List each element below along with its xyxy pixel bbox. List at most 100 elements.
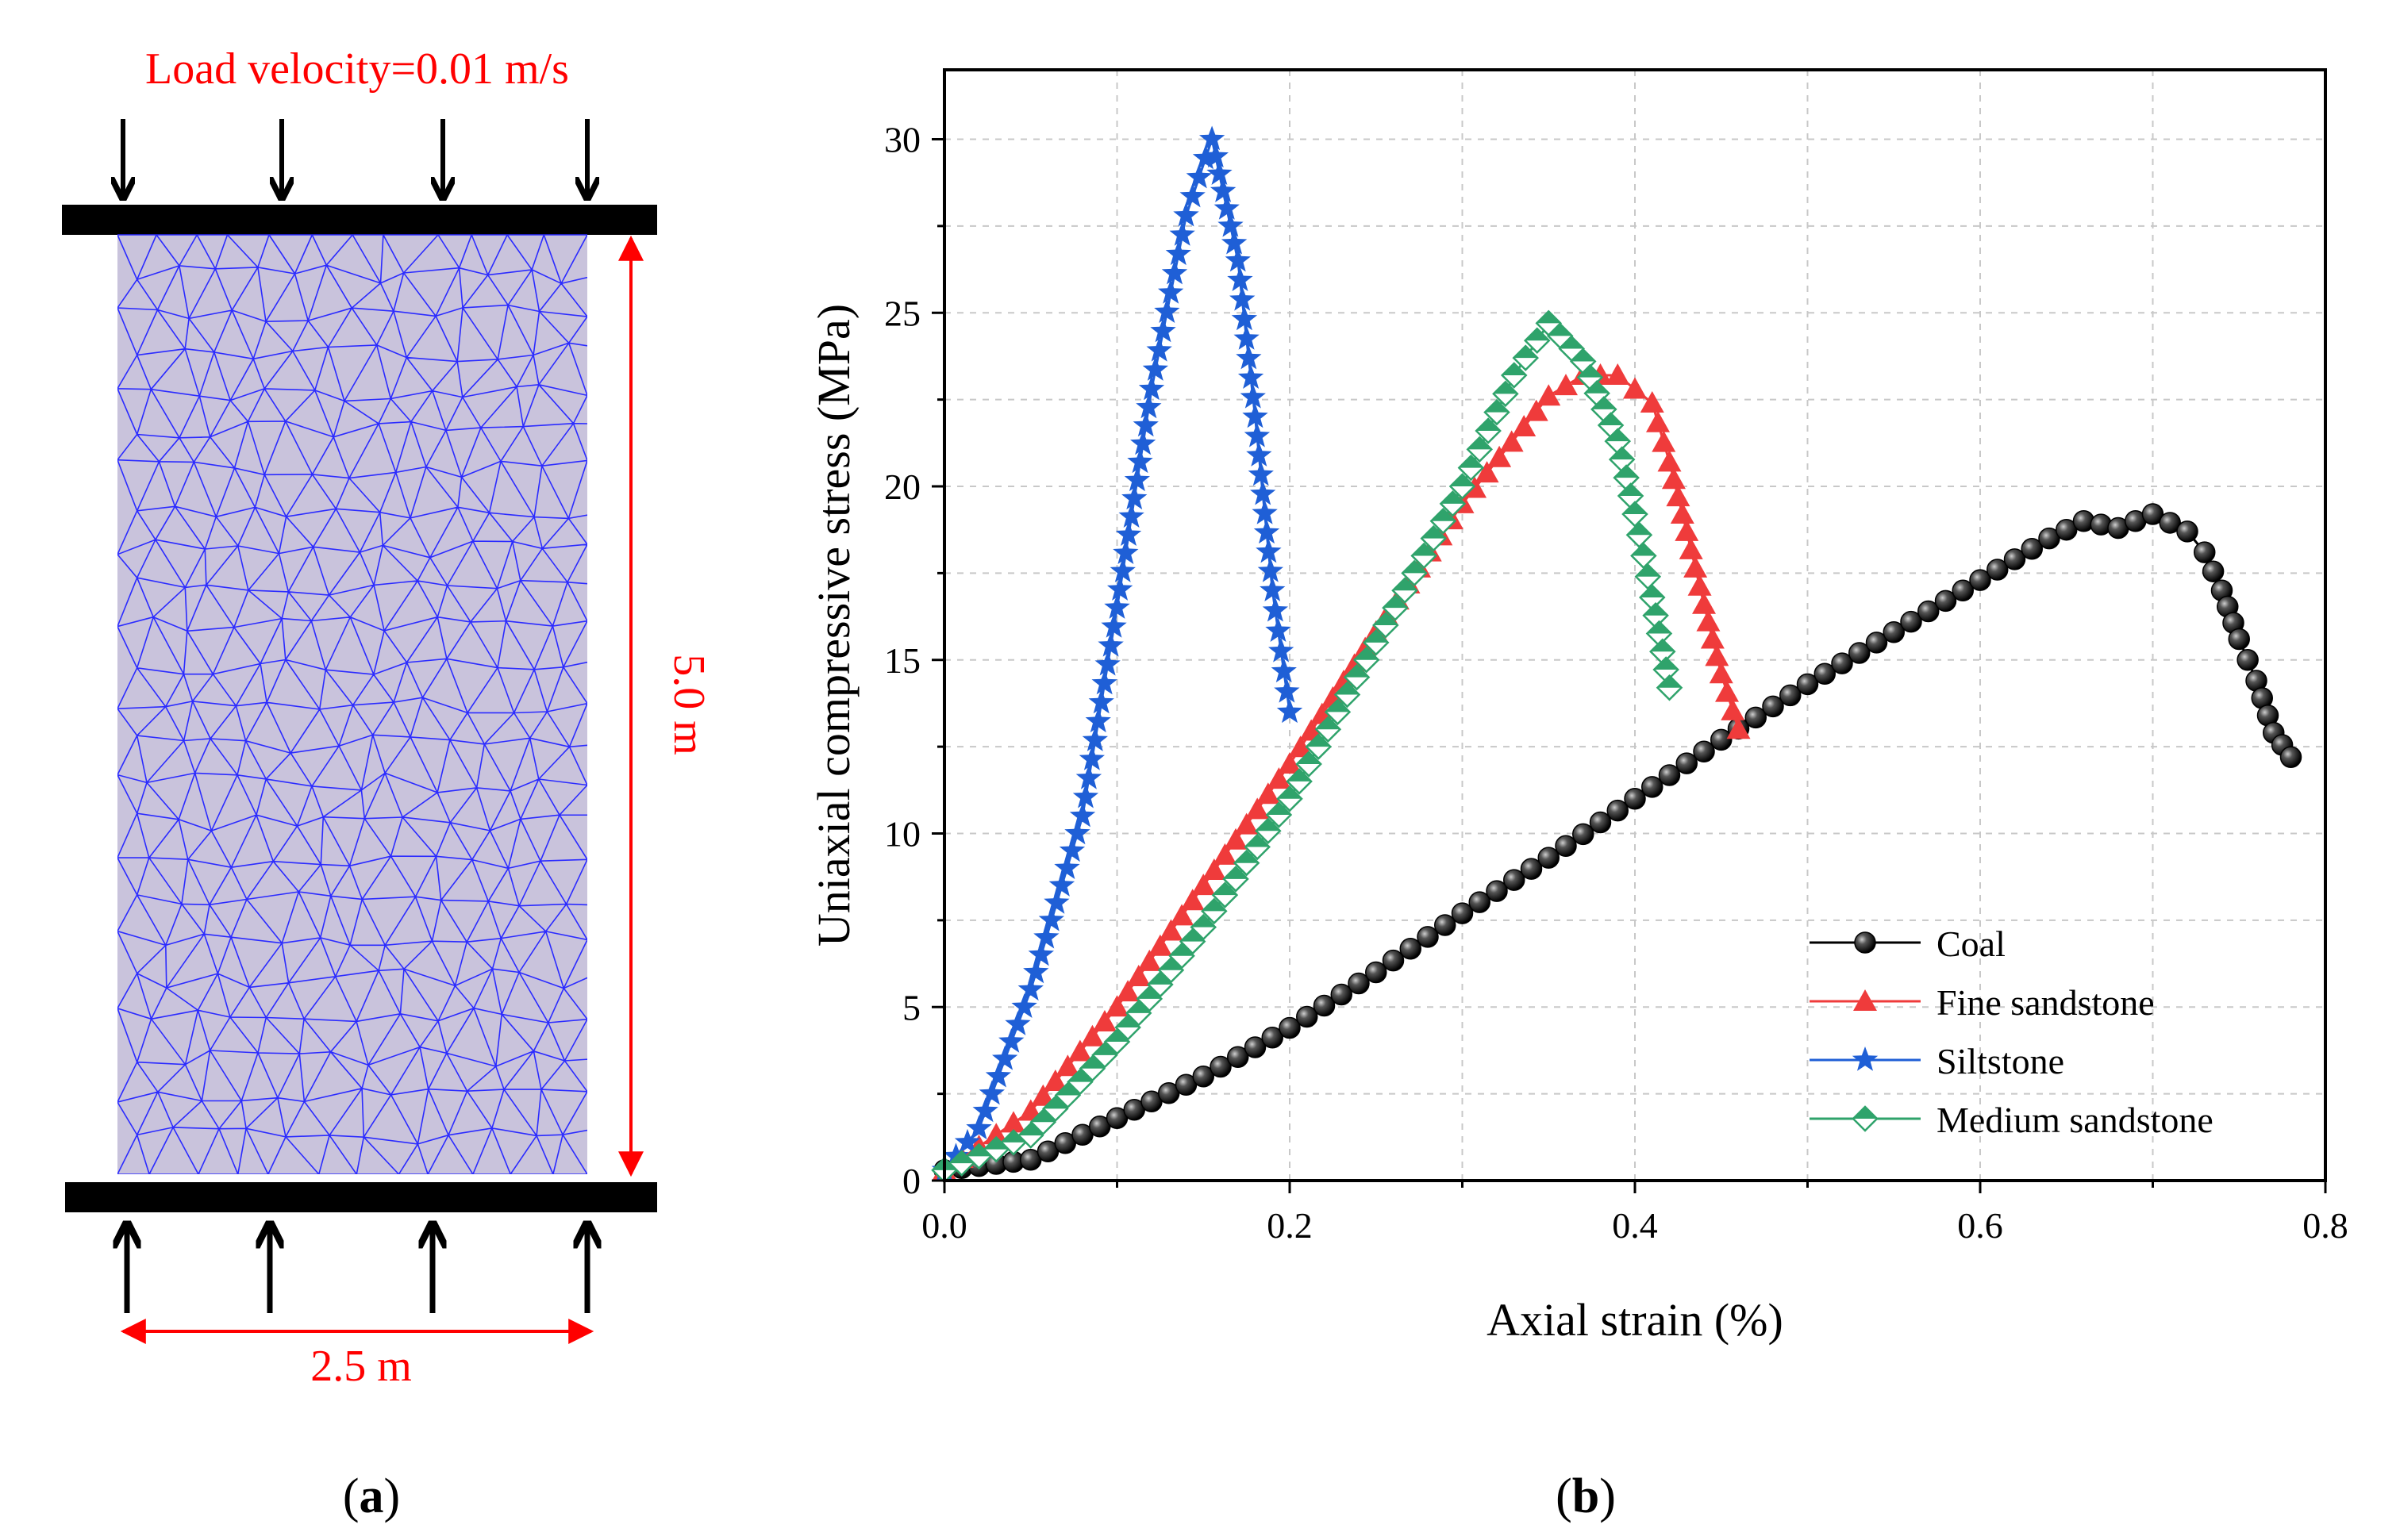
data-point-fill: [1080, 1056, 1105, 1069]
data-point: [1229, 286, 1256, 311]
data-point: [1225, 247, 1251, 272]
data-point-fill: [1043, 1096, 1067, 1109]
data-point: [1064, 820, 1090, 845]
data-point: [1646, 410, 1670, 432]
data-point: [1199, 125, 1225, 151]
data-point-fill: [949, 1151, 974, 1164]
data-point: [2056, 518, 2078, 541]
data-point-fill: [1450, 474, 1475, 486]
data-point: [1624, 788, 1646, 810]
data-point: [1468, 891, 1490, 913]
data-point-fill: [1421, 526, 1446, 539]
data-point: [1250, 480, 1276, 505]
data-point: [1202, 858, 1226, 880]
data-point: [1150, 317, 1176, 343]
data-point-fill: [1618, 484, 1643, 497]
data-point: [1085, 708, 1111, 733]
data-point: [1314, 716, 1342, 743]
legend-label: Coal: [1937, 924, 2006, 964]
data-point: [1023, 958, 1049, 984]
data-point: [1267, 767, 1291, 789]
data-point: [1744, 706, 1767, 729]
data-point: [1217, 212, 1244, 237]
data-point: [1348, 972, 1370, 995]
data-point-fill: [1431, 509, 1456, 521]
data-point: [1148, 934, 1172, 956]
data-point: [1900, 610, 1922, 633]
data-point-fill: [1344, 665, 1369, 678]
data-point: [1429, 507, 1457, 535]
data-point: [1710, 728, 1733, 751]
data-point: [1244, 422, 1271, 447]
data-point: [1011, 993, 1037, 1018]
data-point: [1638, 584, 1666, 611]
legend-entry: Fine sandstone: [1810, 982, 2155, 1023]
data-point-fill: [1502, 363, 1526, 375]
data-point-fill: [1297, 752, 1321, 764]
top-load-arrows: [123, 119, 587, 198]
data-point: [1512, 415, 1537, 436]
data-point: [1033, 924, 1060, 949]
data-point: [1439, 490, 1467, 517]
data-point: [1537, 847, 1560, 869]
data-point: [1952, 579, 1974, 601]
data-point: [1211, 881, 1239, 908]
data-point: [1401, 559, 1428, 587]
data-point: [1417, 926, 1439, 948]
data-point: [979, 1080, 1005, 1105]
data-point: [1621, 501, 1648, 528]
data-point: [2202, 560, 2225, 582]
data-point: [1779, 684, 1802, 707]
legend-entry: Siltstone: [1810, 1041, 2064, 1081]
caption-a: (a): [343, 1469, 400, 1523]
data-point: [1365, 961, 1387, 984]
legend-entry: Medium sandstone: [1810, 1100, 2213, 1140]
data-point: [1666, 485, 1690, 507]
data-point-fill: [1614, 466, 1639, 478]
data-point: [1252, 500, 1278, 524]
data-point-fill: [1306, 735, 1331, 747]
data-point: [985, 1062, 1012, 1088]
data-point: [2021, 538, 2043, 560]
data-point-fill: [1513, 346, 1538, 359]
data-point: [1257, 557, 1283, 582]
data-point: [1138, 375, 1165, 401]
data-point: [1917, 600, 1940, 623]
data-point: [1154, 298, 1180, 323]
data-point-fill: [1245, 835, 1270, 847]
data-point: [1179, 182, 1206, 208]
data-point-fill: [1591, 397, 1616, 409]
chart-ticks: 0.0 0.2 0.4 0.6 0.8 0 5 10 15 20 25 30: [884, 120, 2348, 1246]
data-point: [1105, 995, 1129, 1017]
data-point: [1324, 698, 1352, 726]
data-point: [1512, 344, 1540, 371]
data-point: [1262, 597, 1288, 622]
data-point: [1044, 889, 1070, 914]
legend-entry: Coal: [1810, 924, 2006, 964]
data-point-fill: [1180, 929, 1205, 942]
data-point: [1520, 858, 1543, 880]
data-point: [1683, 555, 1708, 578]
data-point-fill: [1202, 899, 1226, 912]
data-point: [1042, 1095, 1069, 1123]
data-point: [1067, 1068, 1094, 1096]
data-point-fill: [1647, 621, 1671, 634]
data-point-fill: [1598, 413, 1623, 425]
data-point: [1448, 473, 1476, 500]
bottom-loading-plate: [65, 1182, 657, 1212]
data-point: [1330, 983, 1352, 1006]
data-point: [1500, 362, 1528, 389]
data-point-fill: [1287, 769, 1312, 782]
data-point: [1124, 467, 1150, 492]
data-point: [1675, 519, 1699, 541]
legend-marker: [1852, 1105, 1879, 1132]
data-point-fill: [1256, 819, 1280, 831]
data-point: [1589, 811, 1612, 834]
data-point: [1091, 1042, 1118, 1069]
data-point: [1253, 519, 1280, 544]
data-point: [1133, 412, 1159, 437]
series-siltstone: [931, 125, 1303, 1181]
legend-label: Siltstone: [1937, 1041, 2064, 1081]
data-point-fill: [1159, 958, 1183, 970]
data-point-fill: [1213, 883, 1237, 896]
